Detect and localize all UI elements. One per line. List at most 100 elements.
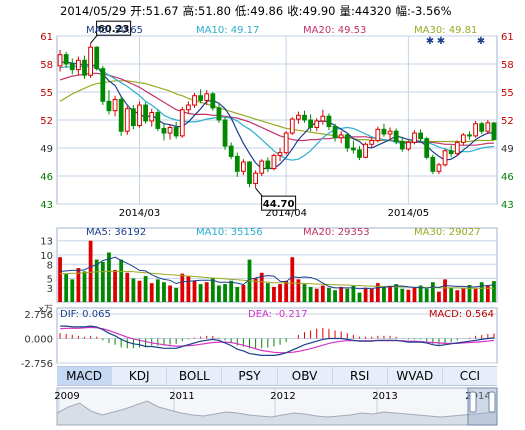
price-y-tick-left: 61 — [40, 32, 53, 43]
price-ma5-label: MA5: 50.65 — [86, 25, 143, 36]
volume-bar — [382, 286, 386, 302]
candle-body — [302, 114, 307, 121]
candle-body — [369, 140, 375, 145]
candle-body — [381, 128, 387, 135]
volume-bar — [64, 273, 69, 302]
price-y-tick-left: 58 — [40, 60, 53, 71]
quote-date: 2014/05/29 — [60, 4, 127, 18]
volume-bar — [137, 280, 142, 302]
volume-bar — [430, 282, 435, 302]
price-ma30-label: MA30: 49.81 — [414, 25, 477, 36]
candle-body — [222, 119, 228, 147]
tab-boll[interactable]: BOLL — [166, 367, 221, 385]
candle-body — [485, 122, 491, 132]
price-y-tick-left: 46 — [40, 172, 53, 183]
tab-obv[interactable]: OBV — [276, 367, 332, 385]
macd-panel-frame — [56, 307, 498, 364]
candle-body — [57, 54, 63, 67]
candle-body — [69, 63, 75, 71]
volume-bar — [339, 286, 344, 302]
price-x-tick: 2014/05 — [388, 208, 430, 219]
min-label: 44.70 — [263, 199, 295, 210]
volume-bar — [314, 288, 319, 302]
max-label: 60.23 — [98, 24, 130, 35]
tab-cci[interactable]: CCI — [441, 367, 497, 385]
indicator-tabs: MACD KDJ BOLL PSY OBV RSI WVAD CCI — [57, 366, 497, 386]
candle-body — [357, 149, 362, 158]
quote-header: 2014/05/29 开:51.67 高:51.80 低:49.86 收:49.90 量:… — [60, 3, 456, 19]
volume-bar — [155, 279, 160, 302]
price-ma20-label: MA20: 49.53 — [303, 25, 366, 36]
overview-year-label: 2009 — [54, 391, 79, 402]
volume-bar — [406, 289, 411, 302]
candle-body — [295, 114, 301, 120]
max-label-box — [96, 20, 132, 36]
cross-marker-icon: ✱ — [426, 36, 434, 47]
volume-bar — [424, 288, 429, 302]
candle-body — [393, 130, 399, 142]
candle-body — [375, 128, 381, 142]
volume-bar — [143, 276, 148, 302]
candle-body — [479, 123, 485, 132]
volume-bar — [351, 285, 356, 302]
volume-bar — [94, 259, 99, 302]
volume-bar — [88, 240, 93, 302]
price-y-tick-right: 49 — [501, 144, 514, 155]
candle-body — [259, 160, 265, 174]
candle-body — [240, 161, 246, 172]
candle-body — [173, 126, 179, 137]
candle-body — [491, 122, 497, 141]
volume-bar — [229, 280, 234, 302]
volume-bar — [327, 287, 331, 302]
macd-y-tick: 0.000 — [24, 335, 53, 346]
volume-bar — [113, 269, 117, 302]
candle-body — [454, 141, 460, 155]
volume-ma5-line — [60, 256, 494, 290]
tab-rsi[interactable]: RSI — [331, 367, 387, 385]
tab-kdj[interactable]: KDJ — [111, 367, 166, 385]
candle-body — [436, 164, 442, 172]
price-y-tick-right: 46 — [501, 172, 514, 183]
min-label-box — [261, 195, 297, 211]
candle-body — [283, 132, 289, 154]
candle-body — [167, 126, 173, 134]
candle-body — [161, 127, 167, 134]
candle-body — [155, 112, 161, 129]
volume-bar — [192, 280, 197, 302]
candle-body — [363, 143, 369, 158]
quote-close: 收:49.90 — [287, 4, 336, 18]
cross-marker-icon: ✱ — [477, 36, 485, 47]
price-ma10-label: MA10: 49.17 — [196, 25, 259, 36]
tab-macd[interactable]: MACD — [57, 367, 112, 385]
volume-bar — [485, 285, 490, 302]
volume-bar — [235, 286, 240, 302]
candle-body — [332, 126, 338, 139]
candle-body — [130, 108, 136, 127]
volume-bar — [119, 259, 124, 302]
candle-body — [418, 132, 424, 140]
candle-body — [442, 150, 448, 166]
overview-right-handle — [488, 391, 496, 413]
volume-bar — [492, 281, 496, 302]
macd-dif-label: DIF: 0.065 — [60, 309, 111, 320]
volume-bar — [180, 273, 185, 302]
tab-wvad[interactable]: WVAD — [386, 367, 442, 385]
candle-body — [320, 115, 326, 122]
volume-bar — [443, 279, 447, 302]
volume-bar — [479, 282, 484, 302]
overview-year-label: 2014 — [465, 391, 490, 402]
volume-bar — [241, 285, 246, 302]
candle-body — [192, 95, 197, 106]
volume-bar — [82, 271, 87, 302]
candle-body — [277, 152, 283, 156]
volume-bar — [100, 261, 105, 302]
candle-body — [204, 93, 210, 101]
volume-bar — [70, 279, 75, 302]
tab-psy[interactable]: PSY — [221, 367, 276, 385]
candle-body — [460, 134, 466, 143]
candle-body — [424, 138, 430, 158]
macd-value-label: MACD: 0.564 — [429, 309, 494, 320]
candle-body — [75, 59, 81, 71]
